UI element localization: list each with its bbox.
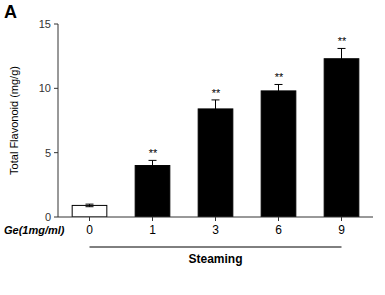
error-bar [149,160,157,170]
row-label: Ge(1mg/ml) [4,224,65,236]
x-tick-label: 6 [275,223,282,237]
y-tick [54,24,58,25]
error-cap [149,170,157,171]
error-stem [215,100,216,118]
error-bar [275,84,283,97]
error-cap [86,204,94,205]
error-cap [86,206,94,207]
y-tick [54,152,58,153]
y-axis-line [58,24,59,217]
x-tick [89,217,90,221]
error-cap [338,48,346,49]
y-tick [54,217,58,218]
x-tick [341,217,342,221]
x-tick [152,217,153,221]
error-cap [212,99,220,100]
error-bar [212,100,220,118]
y-tick [54,88,58,89]
y-tick-label: 10 [39,82,51,94]
significance-label: ** [274,71,283,83]
error-stem [341,48,342,69]
y-axis-label: Total Flavonoid (mg/g) [8,66,20,175]
bar [261,91,296,217]
x-tick [278,217,279,221]
bar [135,166,170,217]
error-cap [212,117,220,118]
error-bar [86,204,94,207]
bar [72,205,107,217]
significance-label: ** [148,147,157,159]
y-tick-label: 15 [39,18,51,30]
significance-label: ** [337,35,346,47]
significance-label: ** [211,87,220,99]
error-stem [278,84,279,97]
error-cap [338,69,346,70]
bar [198,109,233,217]
group-line [90,247,342,248]
x-tick-label: 0 [86,223,93,237]
error-cap [275,84,283,85]
chart: ** ** ** ** 0 5 10 15 Total Flavonoid (mg/g) 0 1 3 6… [0,0,385,295]
y-tick-label: 5 [45,147,51,159]
error-cap [149,160,157,161]
panel-label: A [4,2,17,22]
y-tick-label: 0 [45,211,51,223]
x-tick-label: 3 [212,223,219,237]
x-tick-label: 1 [149,223,156,237]
error-stem [152,160,153,170]
group-label: Steaming [188,252,242,266]
x-tick-label: 9 [338,223,345,237]
error-bar [338,48,346,69]
x-tick [215,217,216,221]
bars [72,48,359,217]
bar [324,59,359,217]
error-cap [275,97,283,98]
